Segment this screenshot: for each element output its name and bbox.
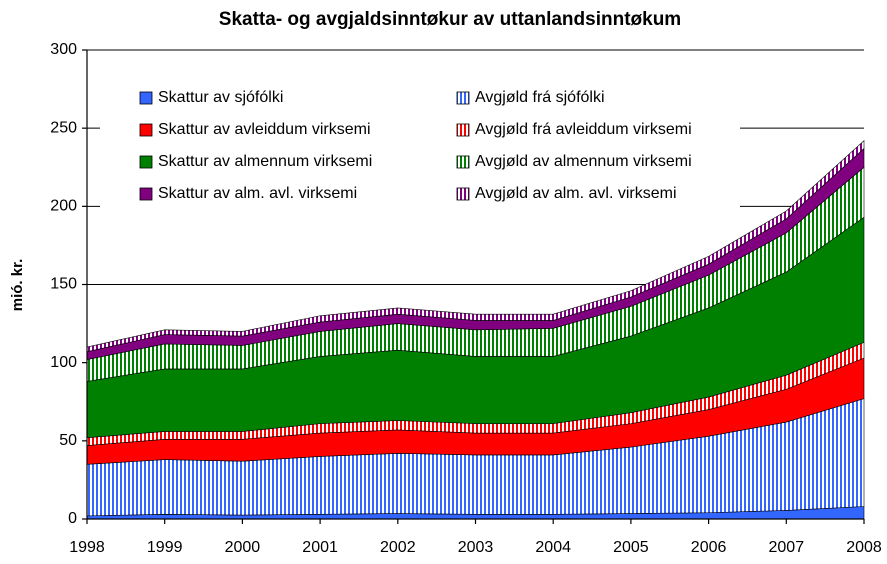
- x-tick-label: 1998: [69, 539, 105, 556]
- y-tick-label: 100: [50, 354, 77, 371]
- y-tick-label: 150: [50, 276, 77, 293]
- y-tick-label: 250: [50, 119, 77, 136]
- x-tick-label: 2003: [458, 539, 494, 556]
- y-tick-label: 50: [59, 432, 77, 449]
- x-tick-label: 2006: [691, 539, 727, 556]
- x-tick-label: 2002: [380, 539, 416, 556]
- y-axis-label: mió. kr.: [9, 259, 26, 312]
- legend-swatch: [139, 123, 153, 137]
- x-tick-label: 1999: [147, 539, 183, 556]
- area: [86, 139, 865, 353]
- x-tick-label: 2005: [613, 539, 649, 556]
- legend-label: Skattur av avleiddum virksemi: [158, 121, 371, 138]
- legend-swatch: [456, 123, 470, 137]
- legend-label: Avgjøld av alm. avl. virksemi: [475, 185, 677, 202]
- legend-label: Skattur av almennum virksemi: [158, 153, 372, 170]
- x-tick-label: 2000: [225, 539, 261, 556]
- legend-swatch: [456, 187, 470, 201]
- legend-label: Avgjøld frá sjófólki: [475, 89, 605, 106]
- x-tick-label: 2008: [846, 539, 882, 556]
- legend-swatch: [139, 155, 153, 169]
- legend-swatch: [139, 187, 153, 201]
- x-tick-label: 2001: [302, 539, 338, 556]
- legend: Skattur av sjófólki Avgjøld frá sjófólki S…: [100, 80, 740, 212]
- y-tick-label: 300: [50, 41, 77, 58]
- chart-title: Skatta- og avgjaldsinntøkur av uttanland…: [219, 9, 681, 30]
- legend-background: [100, 80, 740, 212]
- legend-label: Skattur av sjófólki: [158, 89, 283, 106]
- legend-label: Avgjøld av almennum virksemi: [475, 153, 692, 170]
- y-tick-label: 0: [68, 510, 77, 527]
- legend-label: Skattur av alm. avl. virksemi: [158, 185, 357, 202]
- legend-swatch: [456, 91, 470, 105]
- legend-swatch: [139, 91, 153, 105]
- x-tick-label: 2004: [535, 539, 571, 556]
- x-tick-label: 2007: [769, 539, 805, 556]
- y-tick-label: 200: [50, 198, 77, 215]
- legend-swatch: [456, 155, 470, 169]
- legend-label: Avgjøld frá avleiddum virksemi: [475, 121, 692, 138]
